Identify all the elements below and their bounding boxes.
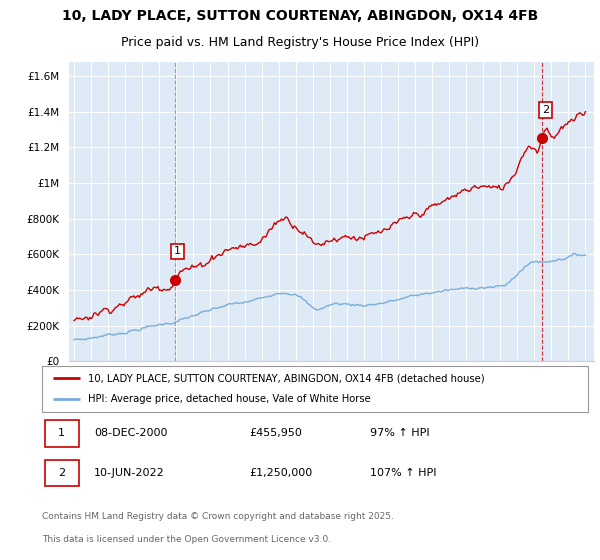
Bar [45, 460, 79, 486]
Text: £1,250,000: £1,250,000 [250, 468, 313, 478]
Text: 107% ↑ HPI: 107% ↑ HPI [370, 468, 436, 478]
Text: 08-DEC-2000: 08-DEC-2000 [94, 428, 167, 438]
Text: This data is licensed under the Open Government Licence v3.0.: This data is licensed under the Open Gov… [42, 535, 331, 544]
Text: 97% ↑ HPI: 97% ↑ HPI [370, 428, 429, 438]
Text: 10-JUN-2022: 10-JUN-2022 [94, 468, 164, 478]
Text: 1: 1 [58, 428, 65, 438]
Bar [45, 421, 79, 446]
Text: 2: 2 [58, 468, 65, 478]
Text: 1: 1 [174, 246, 181, 256]
Text: £455,950: £455,950 [250, 428, 302, 438]
Text: HPI: Average price, detached house, Vale of White Horse: HPI: Average price, detached house, Vale… [88, 394, 371, 404]
Text: Price paid vs. HM Land Registry's House Price Index (HPI): Price paid vs. HM Land Registry's House … [121, 36, 479, 49]
Text: 2: 2 [542, 105, 549, 115]
Text: Contains HM Land Registry data © Crown copyright and database right 2025.: Contains HM Land Registry data © Crown c… [42, 512, 394, 521]
Text: 10, LADY PLACE, SUTTON COURTENAY, ABINGDON, OX14 4FB: 10, LADY PLACE, SUTTON COURTENAY, ABINGD… [62, 9, 538, 23]
Text: 10, LADY PLACE, SUTTON COURTENAY, ABINGDON, OX14 4FB (detached house): 10, LADY PLACE, SUTTON COURTENAY, ABINGD… [88, 373, 485, 383]
